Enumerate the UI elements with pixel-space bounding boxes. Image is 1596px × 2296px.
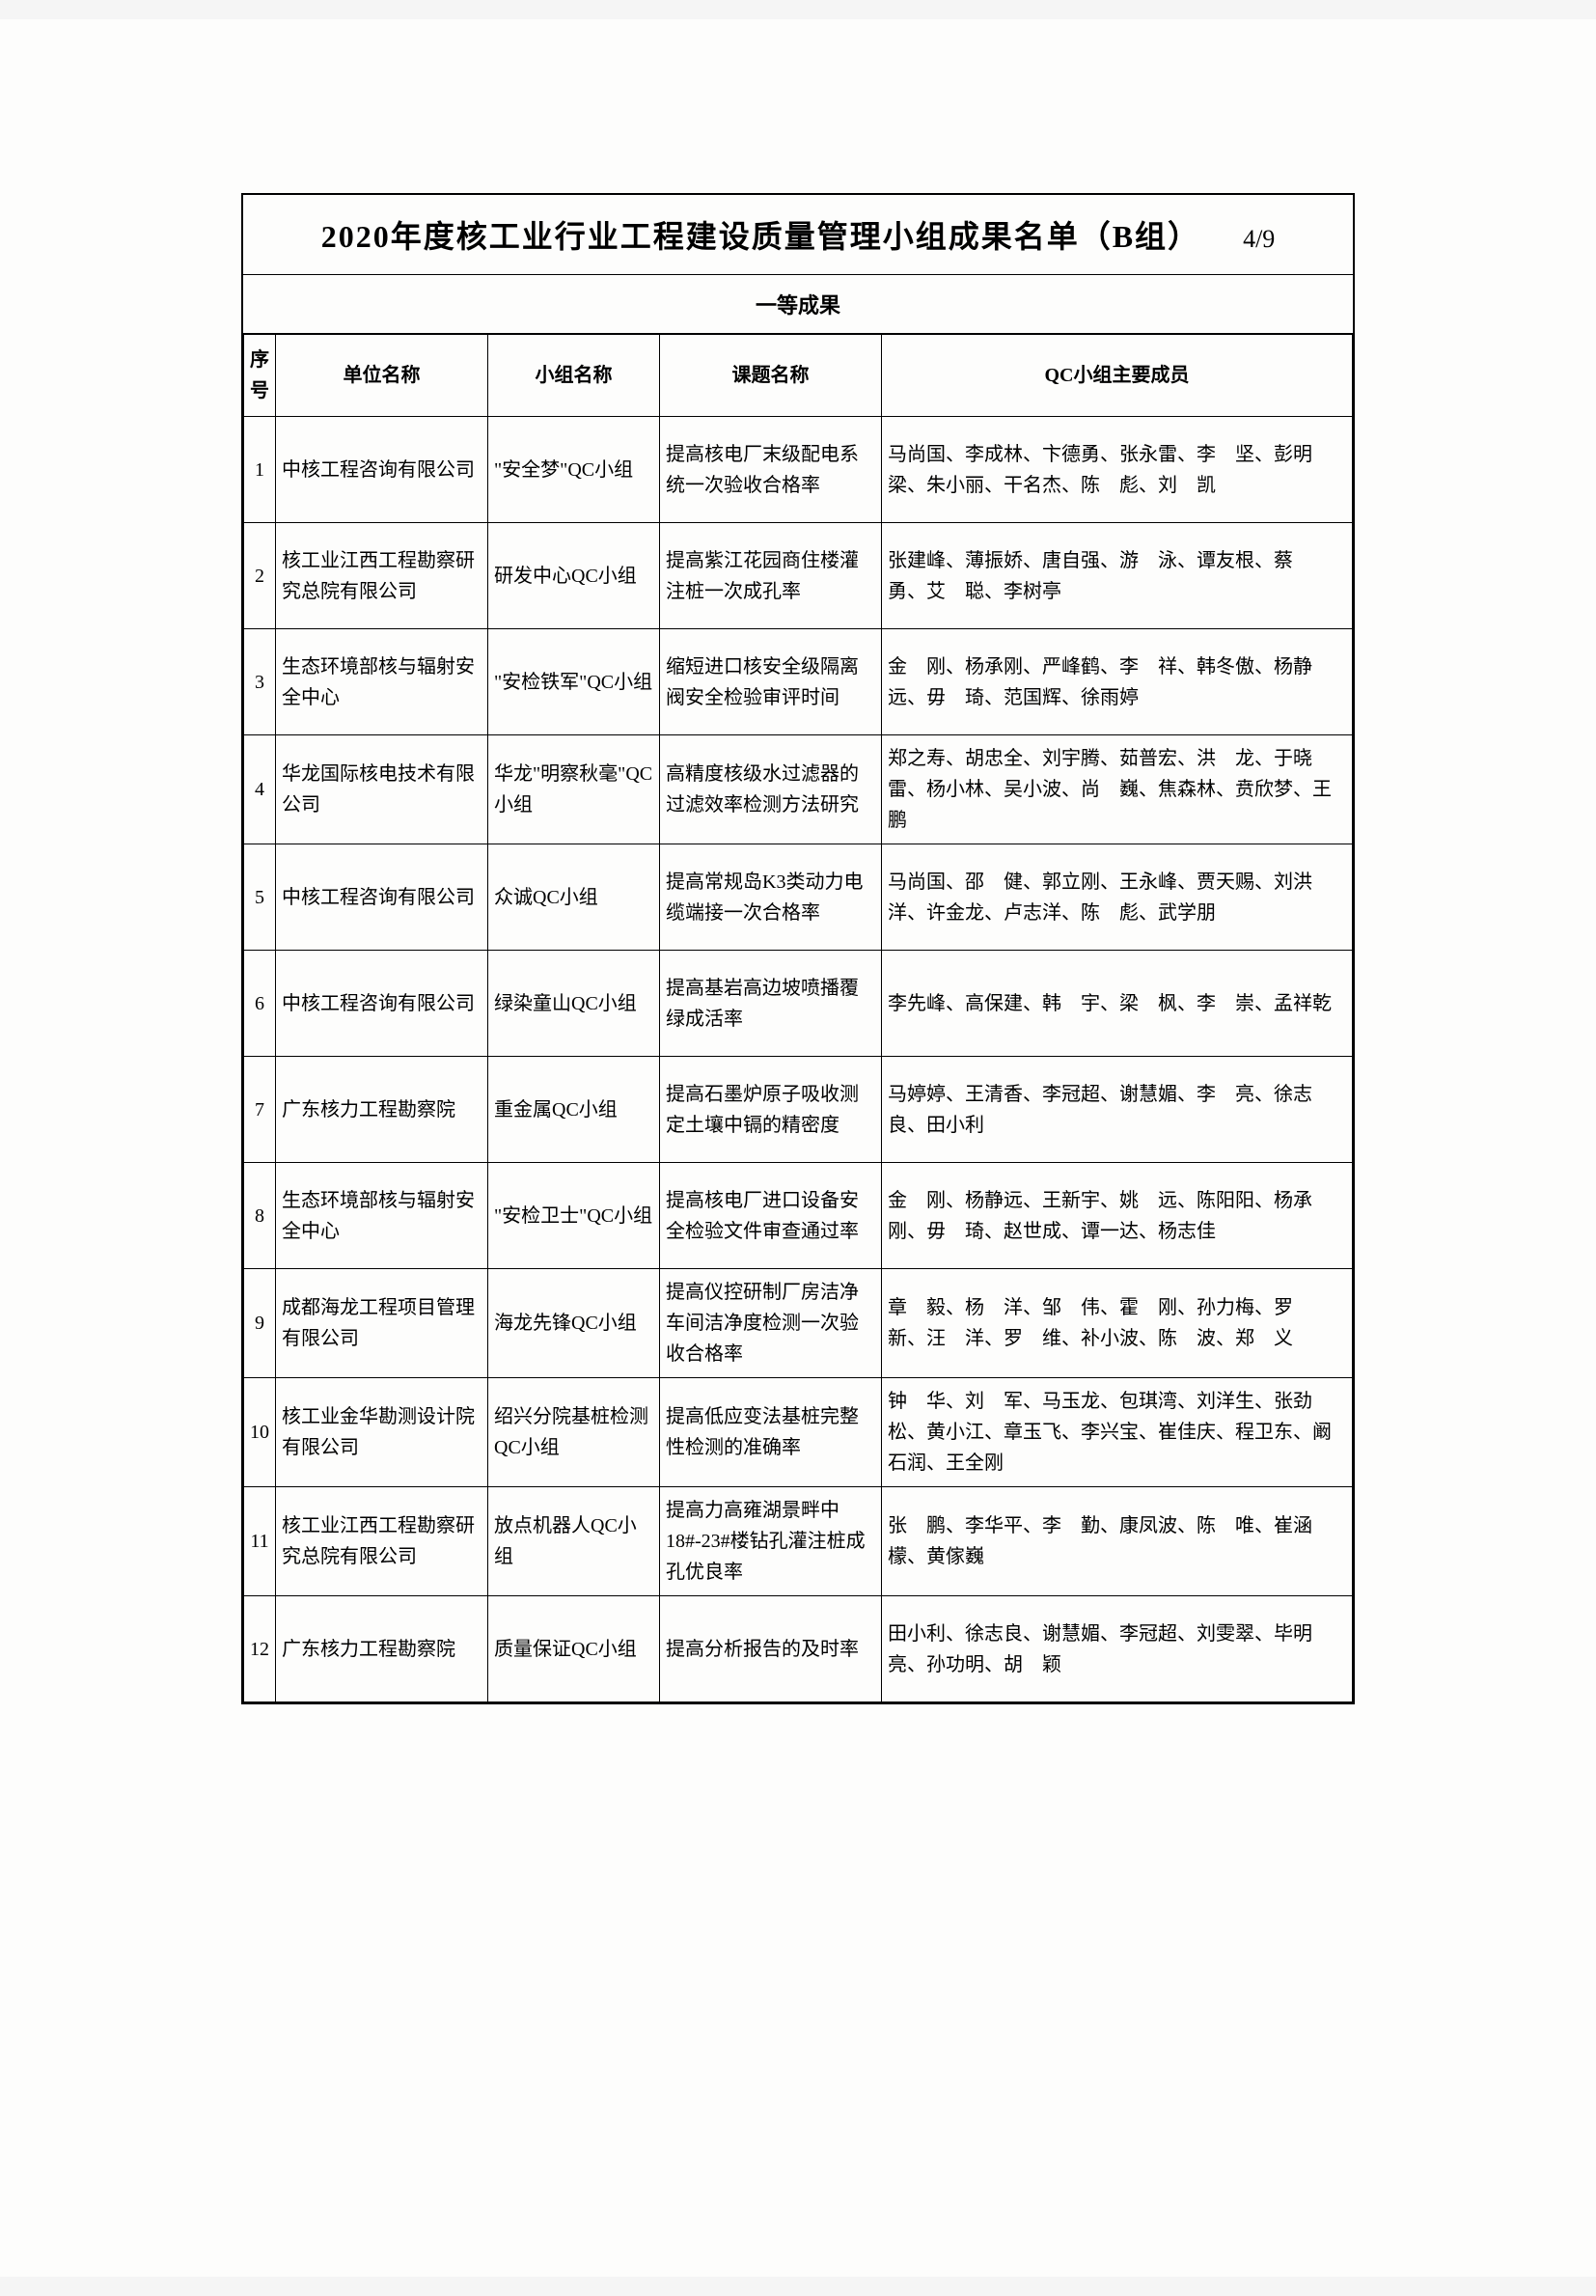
cell-team: 绿染童山QC小组 [488,951,660,1057]
cell-org: 生态环境部核与辐射安全中心 [276,629,488,735]
cell-org: 核工业江西工程勘察研究总院有限公司 [276,523,488,629]
cell-org: 核工业金华勘测设计院有限公司 [276,1378,488,1487]
cell-members: 田小利、徐志良、谢慧媚、李冠超、刘雯翠、毕明亮、孙功明、胡 颖 [882,1596,1353,1702]
cell-idx: 3 [244,629,276,735]
cell-idx: 11 [244,1487,276,1596]
cell-members: 马尚国、邵 健、郭立刚、王永峰、贾天赐、刘洪洋、许金龙、卢志洋、陈 彪、武学朋 [882,844,1353,951]
cell-team: 众诚QC小组 [488,844,660,951]
cell-idx: 1 [244,417,276,523]
cell-team: "安检卫士"QC小组 [488,1163,660,1269]
cell-team: "安检铁军"QC小组 [488,629,660,735]
cell-org: 广东核力工程勘察院 [276,1057,488,1163]
page-number: 4/9 [1243,225,1275,253]
table-row: 3生态环境部核与辐射安全中心"安检铁军"QC小组缩短进口核安全级隔离阀安全检验审… [244,629,1353,735]
cell-topic: 提高常规岛K3类动力电缆端接一次合格率 [660,844,882,951]
title-cell: 2020年度核工业行业工程建设质量管理小组成果名单（B组） 4/9 [242,194,1354,275]
cell-topic: 提高仪控研制厂房洁净车间洁净度检测一次验收合格率 [660,1269,882,1378]
col-header-members: QC小组主要成员 [882,335,1353,417]
document-title: 2020年度核工业行业工程建设质量管理小组成果名单（B组） [321,219,1200,254]
cell-team: 华龙"明察秋毫"QC小组 [488,735,660,844]
cell-members: 钟 华、刘 军、马玉龙、包琪湾、刘洋生、张劲松、黄小江、章玉飞、李兴宝、崔佳庆、… [882,1378,1353,1487]
cell-topic: 提高低应变法基桩完整性检测的准确率 [660,1378,882,1487]
cell-topic: 提高力高雍湖景畔中18#-23#楼钻孔灌注桩成孔优良率 [660,1487,882,1596]
cell-topic: 提高核电厂进口设备安全检验文件审查通过率 [660,1163,882,1269]
table-row: 2核工业江西工程勘察研究总院有限公司研发中心QC小组提高紫江花园商住楼灌注桩一次… [244,523,1353,629]
cell-org: 广东核力工程勘察院 [276,1596,488,1702]
table-row: 7广东核力工程勘察院重金属QC小组提高石墨炉原子吸收测定土壤中镉的精密度马婷婷、… [244,1057,1353,1163]
cell-org: 中核工程咨询有限公司 [276,844,488,951]
cell-members: 马尚国、李成林、卞德勇、张永雷、李 坚、彭明梁、朱小丽、干名杰、陈 彪、刘 凯 [882,417,1353,523]
col-header-idx: 序号 [244,335,276,417]
table-row: 12广东核力工程勘察院质量保证QC小组提高分析报告的及时率田小利、徐志良、谢慧媚… [244,1596,1353,1702]
cell-members: 金 刚、杨承刚、严峰鹤、李 祥、韩冬傲、杨静远、毋 琦、范国辉、徐雨婷 [882,629,1353,735]
table-row: 10核工业金华勘测设计院有限公司绍兴分院基桩检测QC小组提高低应变法基桩完整性检… [244,1378,1353,1487]
cell-idx: 5 [244,844,276,951]
cell-topic: 提高基岩高边坡喷播覆绿成活率 [660,951,882,1057]
table-row: 6中核工程咨询有限公司绿染童山QC小组提高基岩高边坡喷播覆绿成活率李先峰、高保建… [244,951,1353,1057]
cell-org: 中核工程咨询有限公司 [276,417,488,523]
cell-members: 章 毅、杨 洋、邹 伟、霍 刚、孙力梅、罗 新、汪 洋、罗 维、补小波、陈 波、… [882,1269,1353,1378]
cell-idx: 12 [244,1596,276,1702]
table-row: 11核工业江西工程勘察研究总院有限公司放点机器人QC小组提高力高雍湖景畔中18#… [244,1487,1353,1596]
table-row: 8生态环境部核与辐射安全中心"安检卫士"QC小组提高核电厂进口设备安全检验文件审… [244,1163,1353,1269]
cell-org: 成都海龙工程项目管理有限公司 [276,1269,488,1378]
cell-org: 华龙国际核电技术有限公司 [276,735,488,844]
cell-org: 中核工程咨询有限公司 [276,951,488,1057]
cell-members: 郑之寿、胡忠全、刘宇腾、茹普宏、洪 龙、于晓雷、杨小林、吴小波、尚 巍、焦森林、… [882,735,1353,844]
cell-topic: 提高核电厂末级配电系统一次验收合格率 [660,417,882,523]
cell-members: 马婷婷、王清香、李冠超、谢慧媚、李 亮、徐志良、田小利 [882,1057,1353,1163]
cell-idx: 4 [244,735,276,844]
cell-members: 李先峰、高保建、韩 宇、梁 枫、李 崇、孟祥乾 [882,951,1353,1057]
cell-team: 放点机器人QC小组 [488,1487,660,1596]
cell-idx: 7 [244,1057,276,1163]
col-header-team: 小组名称 [488,335,660,417]
cell-team: 质量保证QC小组 [488,1596,660,1702]
cell-idx: 9 [244,1269,276,1378]
cell-topic: 提高紫江花园商住楼灌注桩一次成孔率 [660,523,882,629]
cell-team: 研发中心QC小组 [488,523,660,629]
cell-topic: 提高分析报告的及时率 [660,1596,882,1702]
cell-idx: 8 [244,1163,276,1269]
cell-org: 核工业江西工程勘察研究总院有限公司 [276,1487,488,1596]
cell-idx: 2 [244,523,276,629]
table-row: 9成都海龙工程项目管理有限公司海龙先锋QC小组提高仪控研制厂房洁净车间洁净度检测… [244,1269,1353,1378]
cell-team: "安全梦"QC小组 [488,417,660,523]
table-row: 5中核工程咨询有限公司众诚QC小组提高常规岛K3类动力电缆端接一次合格率马尚国、… [244,844,1353,951]
section-header: 一等成果 [242,275,1354,334]
cell-team: 重金属QC小组 [488,1057,660,1163]
cell-members: 金 刚、杨静远、王新宇、姚 远、陈阳阳、杨承刚、毋 琦、赵世成、谭一达、杨志佳 [882,1163,1353,1269]
cell-idx: 6 [244,951,276,1057]
cell-team: 海龙先锋QC小组 [488,1269,660,1378]
cell-org: 生态环境部核与辐射安全中心 [276,1163,488,1269]
cell-members: 张建峰、薄振娇、唐自强、游 泳、谭友根、蔡 勇、艾 聪、李树亭 [882,523,1353,629]
cell-topic: 缩短进口核安全级隔离阀安全检验审评时间 [660,629,882,735]
cell-topic: 高精度核级水过滤器的过滤效率检测方法研究 [660,735,882,844]
cell-topic: 提高石墨炉原子吸收测定土壤中镉的精密度 [660,1057,882,1163]
header-row: 序号 单位名称 小组名称 课题名称 QC小组主要成员 [244,335,1353,417]
table-row: 1中核工程咨询有限公司"安全梦"QC小组提高核电厂末级配电系统一次验收合格率马尚… [244,417,1353,523]
cell-team: 绍兴分院基桩检测QC小组 [488,1378,660,1487]
col-header-topic: 课题名称 [660,335,882,417]
col-header-org: 单位名称 [276,335,488,417]
main-table: 2020年度核工业行业工程建设质量管理小组成果名单（B组） 4/9 一等成果 序… [241,193,1355,1704]
cell-members: 张 鹏、李华平、李 勤、康凤波、陈 唯、崔涵檬、黄傢巍 [882,1487,1353,1596]
table-row: 4华龙国际核电技术有限公司华龙"明察秋毫"QC小组高精度核级水过滤器的过滤效率检… [244,735,1353,844]
cell-idx: 10 [244,1378,276,1487]
data-table: 序号 单位名称 小组名称 课题名称 QC小组主要成员 1中核工程咨询有限公司"安… [243,334,1353,1702]
document-page: 2020年度核工业行业工程建设质量管理小组成果名单（B组） 4/9 一等成果 序… [0,19,1596,2277]
